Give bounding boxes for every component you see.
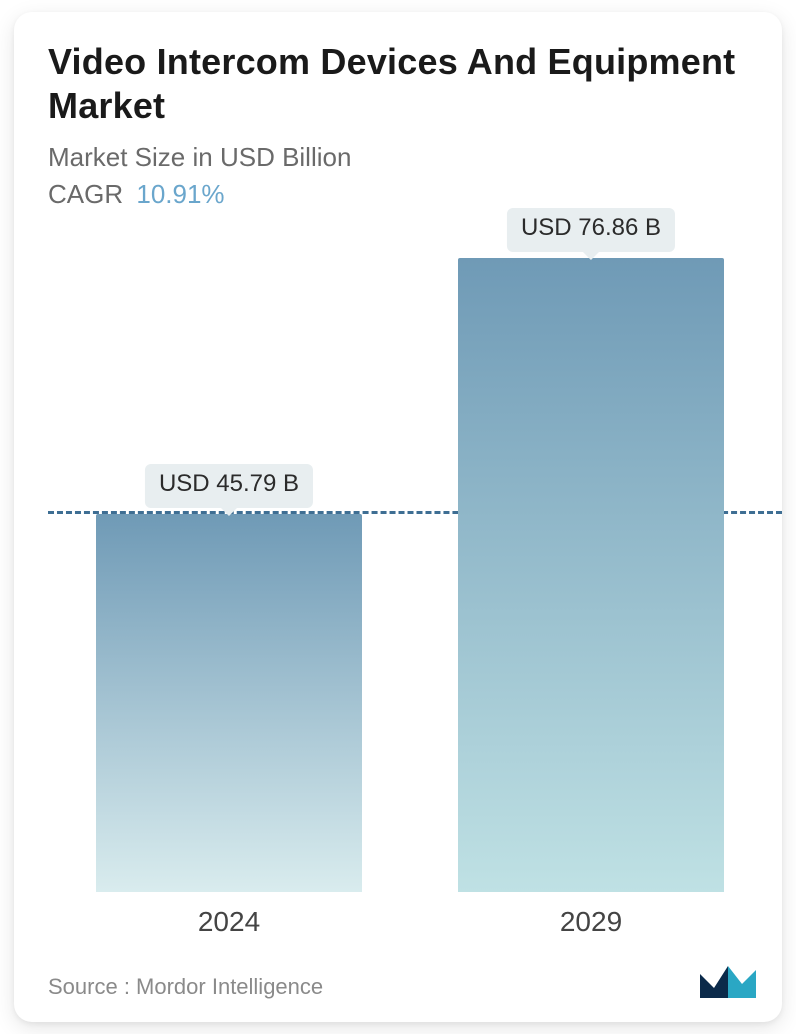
chart-plot-area: USD 45.79 B USD 76.86 B — [48, 232, 748, 892]
chart-title: Video Intercom Devices And Equipment Mar… — [48, 40, 748, 128]
cagr-row: CAGR 10.91% — [48, 179, 748, 210]
cagr-value: 10.91% — [136, 179, 224, 209]
value-label-2029: USD 76.86 B — [507, 208, 675, 252]
value-label-2024: USD 45.79 B — [145, 464, 313, 508]
bar-2024 — [96, 514, 362, 892]
chart-subtitle: Market Size in USD Billion — [48, 142, 748, 173]
footer: Source : Mordor Intelligence — [48, 960, 758, 1000]
x-axis-label-2024: 2024 — [198, 906, 260, 938]
x-axis-label-2029: 2029 — [560, 906, 622, 938]
chart-card: Video Intercom Devices And Equipment Mar… — [14, 12, 782, 1022]
cagr-label: CAGR — [48, 179, 123, 209]
bar-2029 — [458, 258, 724, 892]
source-text: Source : Mordor Intelligence — [48, 974, 323, 1000]
mordor-logo-icon — [698, 960, 758, 1000]
